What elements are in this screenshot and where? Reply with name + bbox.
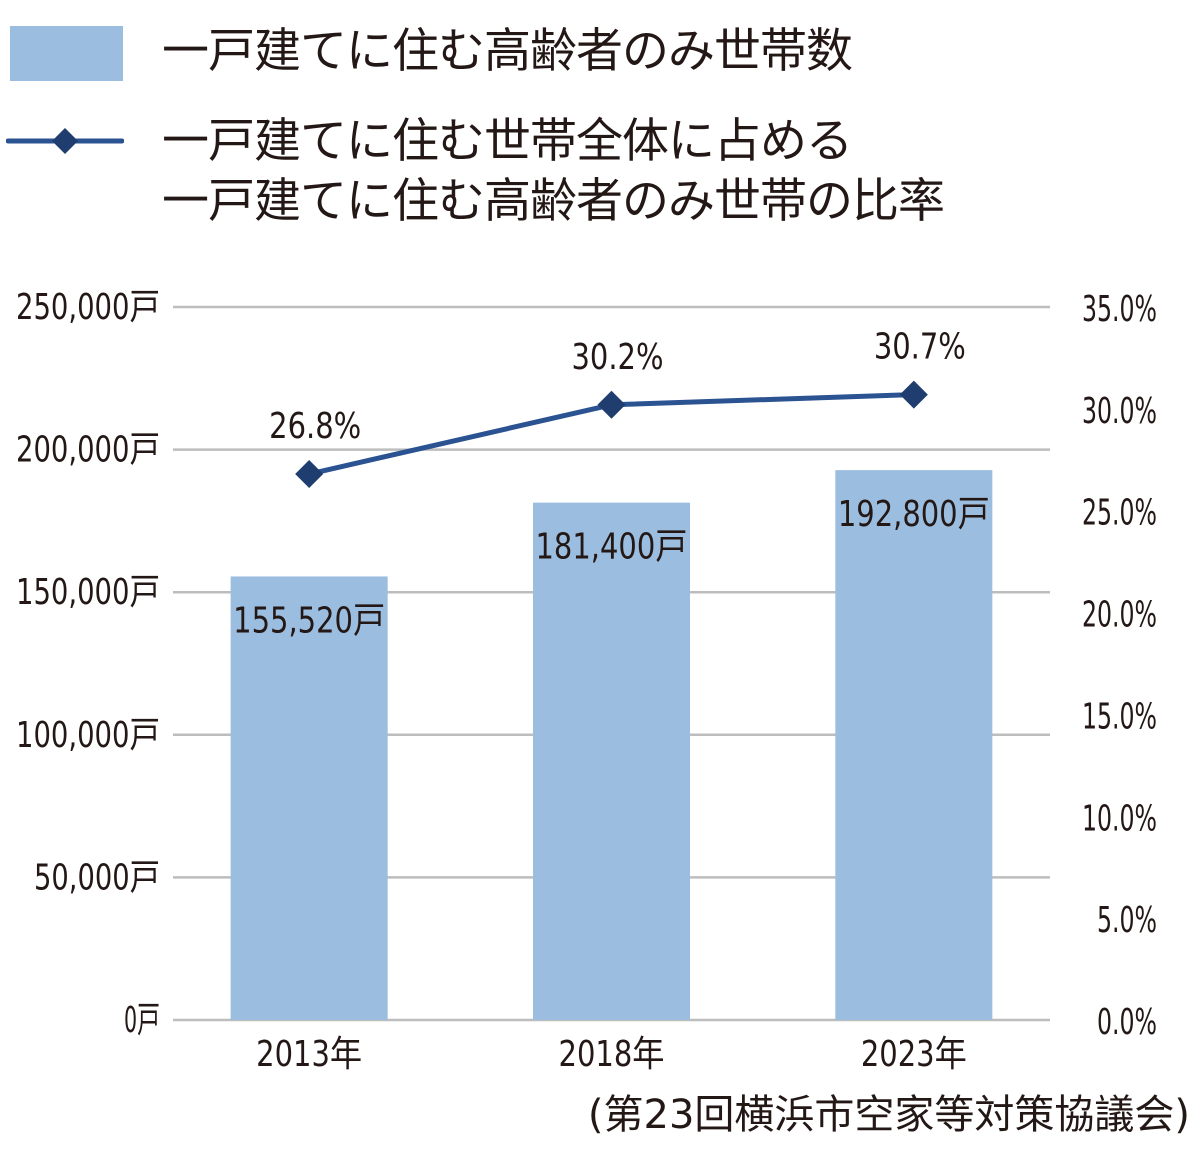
right-axis-tick-label: 30.0%: [1082, 391, 1157, 432]
left-axis-tick-label: 100,000戸: [16, 715, 160, 756]
source-note: (第23回横浜市空家等対策協議会): [587, 1092, 1190, 1138]
right-axis-tick-label: 5.0%: [1097, 900, 1157, 941]
left-axis-tick-label: 0戸: [124, 1000, 160, 1041]
left-axis-tick-label: 50,000戸: [34, 857, 160, 898]
left-axis-tick-label: 150,000戸: [16, 572, 160, 613]
bar: [835, 470, 993, 1020]
line-value-label: 26.8%: [269, 406, 361, 447]
diamond-marker-icon: [597, 390, 626, 419]
right-axis-tick-label: 10.0%: [1082, 798, 1157, 839]
line-value-label: 30.7%: [874, 327, 966, 368]
bar: [230, 576, 388, 1020]
line-value-label: 30.2%: [572, 337, 664, 378]
x-axis-ticks: 2013年 2018年 2023年: [256, 1034, 967, 1075]
bar-value-label: 155,520戸: [233, 600, 385, 641]
right-axis-tick-label: 35.0%: [1082, 289, 1157, 330]
legend-bar-label: 一戸建てに住む高齢者のみ世帯数: [162, 24, 853, 79]
legend-diamond-icon: [52, 128, 78, 154]
bar-value-label: 181,400戸: [536, 527, 688, 568]
legend-line-marker-icon: [6, 128, 124, 154]
legend-bar-swatch-icon: [10, 26, 123, 81]
line-value-labels: 26.8% 30.2% 30.7%: [269, 327, 966, 447]
diamond-marker-icon: [899, 380, 928, 409]
x-axis-tick-label: 2023年: [861, 1034, 967, 1075]
right-axis-tick-label: 0.0%: [1097, 1002, 1157, 1043]
diamond-marker-icon: [295, 460, 324, 489]
bar-value-labels: 155,520戸 181,400戸 192,800戸: [233, 494, 990, 641]
bar-value-label: 192,800戸: [838, 494, 990, 535]
left-axis-tick-label: 250,000戸: [16, 287, 160, 328]
line-series: [295, 380, 928, 489]
legend-line-label-1: 一戸建てに住む世帯全体に占める: [162, 114, 853, 169]
x-axis-tick-label: 2013年: [256, 1034, 362, 1075]
left-axis-ticks: 0戸 50,000戸 100,000戸 150,000戸 200,000戸 250,000…: [16, 287, 160, 1041]
right-axis-tick-label: 15.0%: [1082, 696, 1157, 737]
legend-line-label-2: 一戸建てに住む高齢者のみ世帯の比率: [162, 174, 945, 229]
x-axis-tick-label: 2018年: [559, 1034, 665, 1075]
right-axis-ticks: 0.0% 5.0% 10.0% 15.0% 20.0% 25.0% 30.0% 35.0%: [1082, 289, 1157, 1043]
bar: [533, 502, 690, 1020]
right-axis-tick-label: 25.0%: [1082, 493, 1157, 534]
right-axis-tick-label: 20.0%: [1082, 595, 1157, 636]
bar-series: [230, 470, 993, 1020]
left-axis-tick-label: 200,000戸: [16, 430, 160, 471]
